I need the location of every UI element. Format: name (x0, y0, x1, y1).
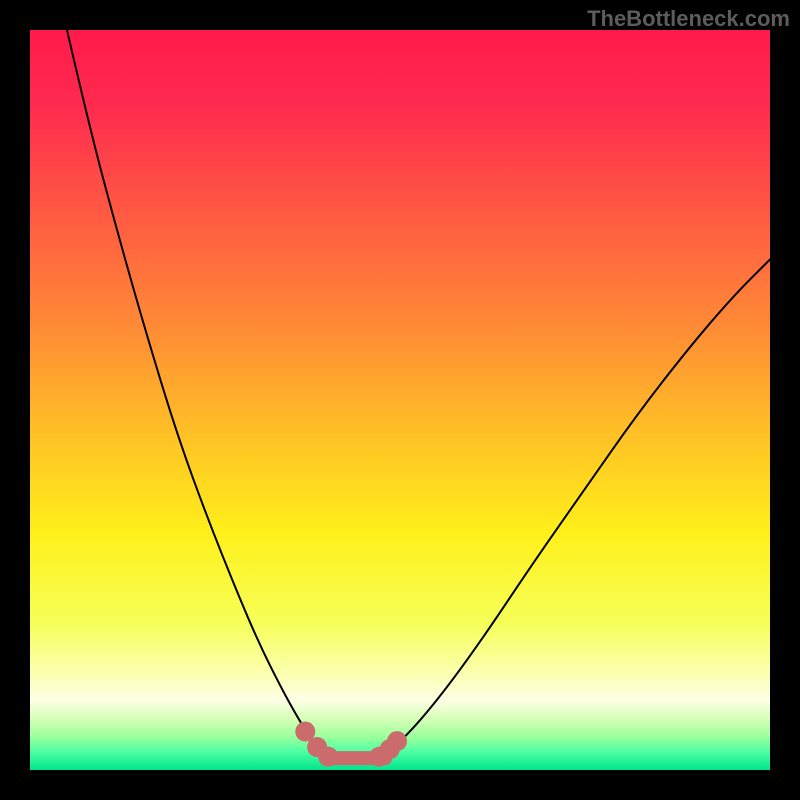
chart-frame: TheBottleneck.com (0, 0, 800, 800)
gradient-background (30, 30, 770, 770)
plot-area (30, 30, 770, 770)
marker-dot (318, 747, 338, 767)
chart-svg (30, 30, 770, 770)
watermark-text: TheBottleneck.com (587, 6, 790, 32)
marker-dot (387, 731, 407, 751)
